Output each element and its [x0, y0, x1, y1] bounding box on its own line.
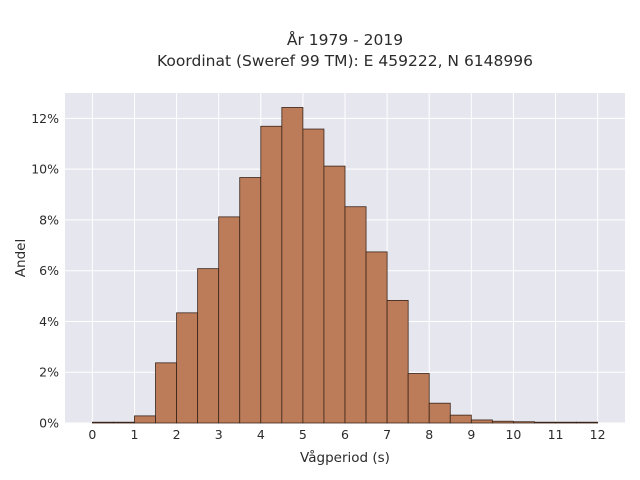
histogram-bar	[218, 216, 241, 424]
histogram-bar	[302, 128, 325, 424]
histogram-bar	[491, 420, 514, 424]
histogram-bar	[428, 402, 451, 424]
histogram-bar	[91, 421, 114, 424]
histogram-bar	[197, 268, 220, 424]
x-tick-label: 8	[425, 427, 433, 442]
histogram-bar	[281, 107, 304, 424]
x-tick-label: 12	[590, 427, 606, 442]
chart-title-line-2: Koordinat (Sweref 99 TM): E 459222, N 61…	[157, 52, 533, 70]
y-tick-label: 0%	[39, 416, 59, 431]
histogram-bar	[470, 419, 493, 424]
y-tick-label: 12%	[31, 111, 59, 126]
y-tick-label: 4%	[39, 314, 59, 329]
histogram-bar	[176, 312, 199, 424]
y-tick-label: 10%	[31, 162, 59, 177]
histogram-bar	[260, 125, 283, 424]
histogram-bar	[134, 415, 156, 424]
x-tick-label: 2	[173, 427, 181, 442]
histogram-bar	[155, 362, 177, 424]
x-tick-label: 5	[299, 427, 307, 442]
histogram-bar	[113, 421, 135, 424]
histogram-bar	[386, 299, 409, 424]
tick-layer: 0 1 2 3 4 5 6 7 8 9 10 11 120%2%4%6%8%10%12%	[31, 111, 605, 442]
x-tick-label: 7	[383, 427, 391, 442]
chart-title-line-1: År 1979 - 2019	[287, 30, 403, 49]
y-tick-label: 8%	[39, 212, 59, 227]
x-tick-label: 1	[130, 427, 138, 442]
histogram-bar	[513, 421, 535, 424]
histogram-bar	[449, 414, 472, 424]
x-tick-label: 3	[215, 427, 223, 442]
histogram-bar	[365, 251, 388, 424]
y-axis-label: Andel	[13, 239, 29, 277]
x-tick-label: 11	[548, 427, 564, 442]
x-tick-label: 10	[505, 427, 521, 442]
y-tick-label: 6%	[39, 263, 59, 278]
y-tick-label: 2%	[39, 365, 59, 380]
histogram-bar	[323, 165, 346, 424]
x-tick-label: 4	[257, 427, 265, 442]
histogram-bar	[555, 421, 577, 424]
histogram-bar	[344, 206, 367, 424]
x-tick-label: 6	[341, 427, 349, 442]
bar-layer	[91, 107, 599, 424]
x-tick-label: 0	[88, 427, 96, 442]
histogram-bar	[239, 177, 262, 424]
histogram-bar	[534, 421, 556, 424]
x-axis-label: Vågperiod (s)	[300, 449, 390, 466]
histogram-bar	[407, 373, 430, 424]
histogram-bar	[576, 421, 599, 424]
x-tick-label: 9	[467, 427, 475, 442]
